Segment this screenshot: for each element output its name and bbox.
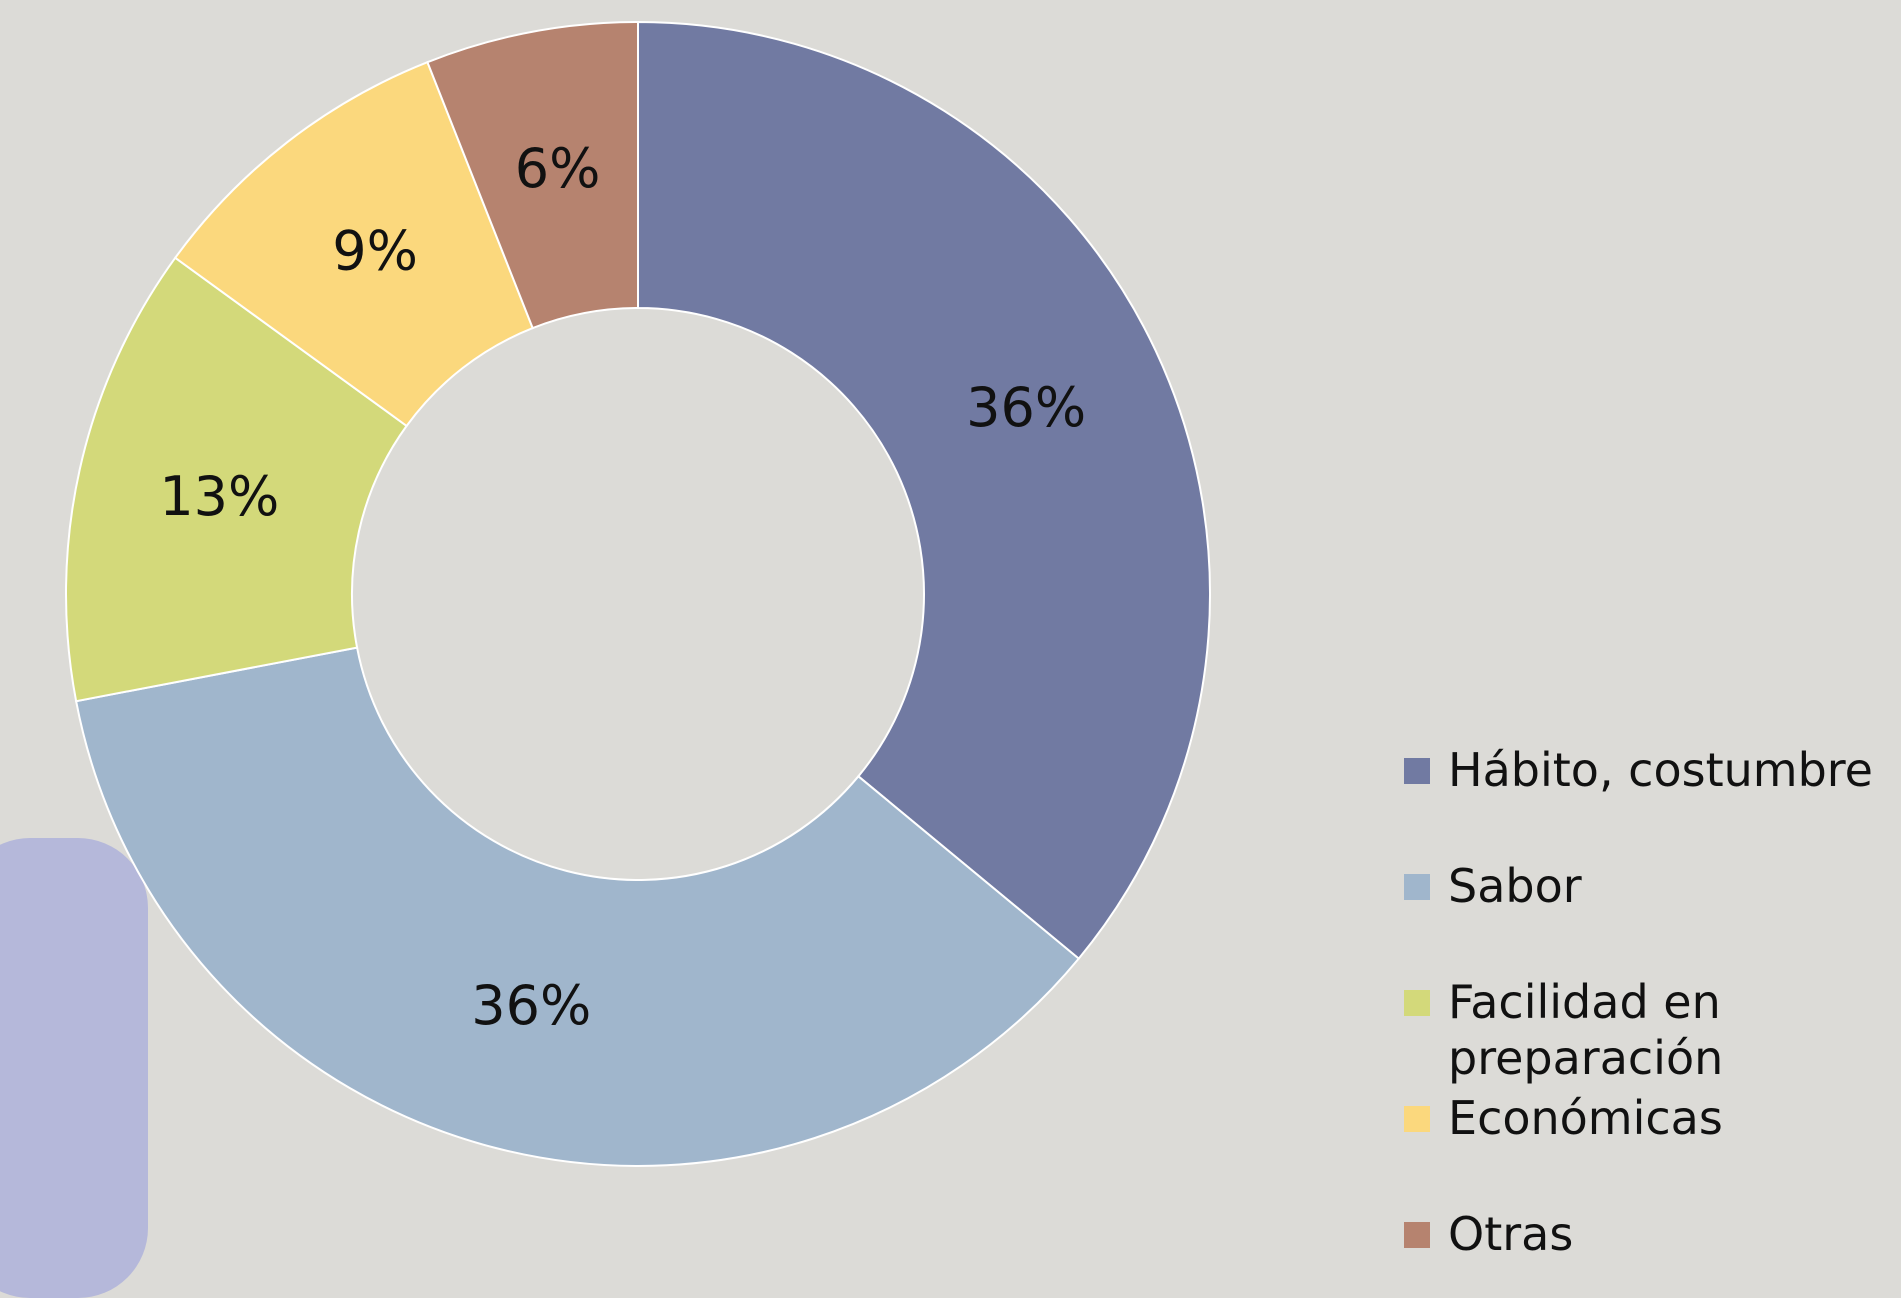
data-label: 36% [966, 376, 1086, 439]
side-panel [0, 838, 148, 1298]
data-label: 6% [515, 137, 601, 200]
legend-label: Facilidad en preparación [1448, 975, 1724, 1085]
legend-item: Hábito, costumbre [1404, 742, 1874, 798]
chart: 36% 36% 13% 9% 6% [65, 20, 1211, 1167]
donut-segment [426, 20, 639, 330]
page: 36% 36% 13% 9% 6% Hábito, costumbre Sabor Faci… [0, 20, 1874, 1298]
legend-swatch [1404, 1222, 1430, 1248]
data-label: 9% [332, 220, 418, 283]
legend-swatch [1404, 990, 1430, 1016]
legend-item: Facilidad en preparación [1404, 974, 1874, 1086]
legend-swatch [1404, 1106, 1430, 1132]
data-label: 36% [471, 974, 591, 1037]
donut-segment [173, 60, 535, 428]
legend-label: Hábito, costumbre [1448, 743, 1873, 797]
donut-segment [74, 646, 1081, 1167]
legend-swatch [1404, 758, 1430, 784]
legend-label: Sabor [1448, 859, 1582, 913]
donut-segment [65, 256, 409, 703]
donut-segment [637, 20, 1211, 961]
data-label: 13% [159, 465, 279, 528]
legend-label: Económicas [1448, 1091, 1723, 1145]
legend-item: Sabor [1404, 858, 1874, 914]
legend-swatch [1404, 874, 1430, 900]
legend-item: Otras [1404, 1206, 1874, 1262]
legend-item: Económicas [1404, 1090, 1874, 1146]
legend-label: Otras [1448, 1207, 1574, 1261]
